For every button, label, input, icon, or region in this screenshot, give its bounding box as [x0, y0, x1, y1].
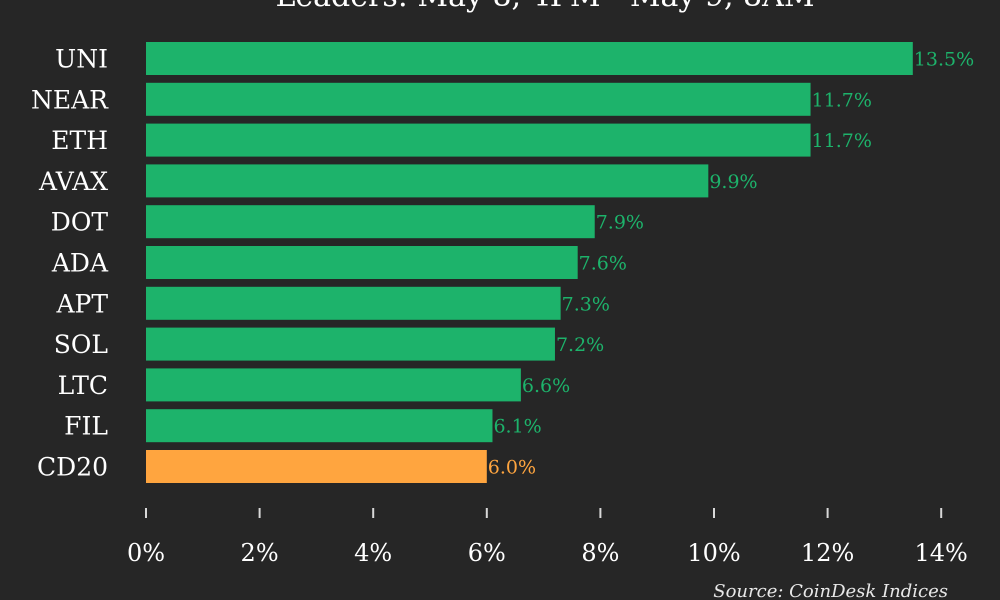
- x-tick-label: 4%: [354, 539, 392, 567]
- highlight-bar: [146, 450, 487, 483]
- category-label: FIL: [64, 412, 108, 441]
- x-tick-label: 10%: [687, 539, 740, 567]
- value-label: 6.1%: [493, 416, 541, 438]
- category-label: NEAR: [31, 85, 109, 114]
- bar: [146, 327, 555, 361]
- value-label: 7.6%: [579, 253, 627, 275]
- value-label: 11.7%: [812, 89, 872, 111]
- value-label: 13.5%: [914, 49, 974, 71]
- category-label: ADA: [51, 249, 109, 278]
- x-tick-label: 6%: [468, 539, 506, 567]
- source-note: Source: CoinDesk Indices: [713, 581, 948, 600]
- category-label: CD20: [37, 453, 108, 482]
- value-label: 6.6%: [522, 375, 570, 397]
- value-label: 9.9%: [709, 171, 757, 193]
- bar: [146, 42, 913, 75]
- value-label: 6.0%: [488, 457, 536, 479]
- category-label: SOL: [54, 330, 108, 359]
- bar: [146, 205, 595, 239]
- category-label: ETH: [51, 126, 108, 155]
- bar: [146, 164, 709, 198]
- x-tick-label: 0%: [127, 539, 165, 567]
- category-label: AVAX: [38, 167, 108, 196]
- value-label: 7.2%: [556, 334, 604, 356]
- x-axis: 0% 2% 4% 6% 8% 10% 12% 14%: [127, 508, 968, 567]
- category-label: LTC: [58, 371, 108, 400]
- category-label: UNI: [55, 45, 108, 74]
- bar: [146, 409, 493, 443]
- category-label: APT: [55, 289, 108, 318]
- chart-title: Leaders: May 8, 4PM - May 9, 8AM: [275, 0, 814, 14]
- x-tick-label: 8%: [581, 539, 619, 567]
- bar: [146, 82, 811, 116]
- bar: [146, 368, 521, 402]
- bar: [146, 286, 561, 320]
- x-tick-label: 2%: [241, 539, 279, 567]
- x-tick-label: 14%: [915, 539, 968, 567]
- bar: [146, 246, 578, 279]
- value-label: 7.9%: [596, 212, 644, 234]
- value-label: 11.7%: [812, 130, 872, 152]
- category-label: DOT: [51, 208, 109, 237]
- bars-group: UNI 13.5% NEAR 11.7% ETH 11.7% AVAX 9.9% DOT 7.9%…: [31, 42, 974, 483]
- x-tick-label: 12%: [801, 539, 854, 567]
- value-label: 7.3%: [562, 293, 610, 315]
- bar: [146, 123, 811, 157]
